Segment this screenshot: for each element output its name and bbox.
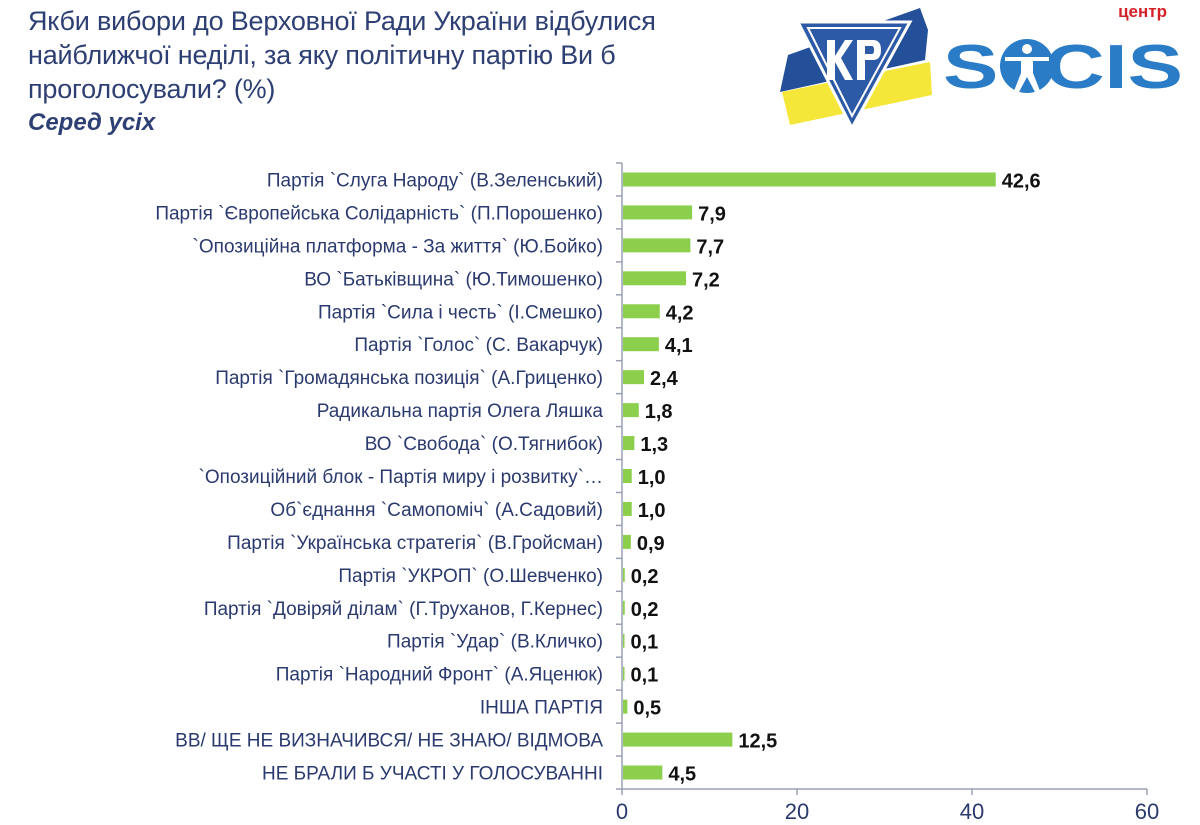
value-label: 2,4 [650,368,679,390]
category-label: Партія `Сила і честь` (І.Смешко) [318,302,603,323]
bar [623,469,632,483]
bar [623,436,635,451]
category-label: Об`єднання `Самопоміч` (А.Садовий) [270,500,603,521]
bar [623,370,644,385]
value-label: 4,5 [668,764,696,786]
bar [623,172,996,187]
value-label: 42,6 [1002,170,1041,192]
category-label: НЕ БРАЛИ Б УЧАСТІ У ГОЛОСУВАННІ [262,764,603,785]
x-tick-label: 40 [960,799,984,824]
svg-text:S CIS: S CIS [943,33,1183,102]
value-label: 7,2 [692,269,720,291]
value-label: 7,7 [696,236,724,258]
category-label: Партія `Українська стратегія` (В.Гройсма… [227,533,603,554]
value-label: 7,9 [698,203,726,225]
category-label: `Опозиційний блок - Партія миру і розвит… [199,467,603,488]
category-label: `Опозиційна платформа - За життя` (Ю.Бой… [193,236,603,257]
category-label: ВВ/ ЩЕ НЕ ВИЗНАЧИВСЯ/ НЕ ЗНАЮ/ ВІДМОВА [175,731,603,752]
value-label: 1,3 [640,434,668,456]
category-label: ВО `Батьківщина` (Ю.Тимошенко) [304,269,603,290]
bar [623,600,625,615]
category-label: Партія `Довіряй ділам` (Г.Труханов, Г.Ке… [204,599,603,620]
chart-title: Якби вибори до Верховної Ради України ві… [28,6,656,104]
category-label: Партія `Удар` (В.Кличко) [387,632,603,653]
bar [623,666,625,681]
value-label: 0,2 [631,566,659,588]
x-tick-label: 0 [616,799,628,824]
category-label: Партія `Європейська Солідарність` (П.Пор… [155,203,603,224]
category-label: Партія `Громадянська позиція` (А.Гриценк… [215,368,603,389]
value-label: 4,2 [666,302,694,324]
bar [623,205,693,220]
bar [623,337,659,352]
socis-logo: центр S CIS [943,2,1183,102]
chart-header: Якби вибори до Верховної Ради України ві… [28,4,776,138]
value-label: 0,1 [631,665,659,687]
bar [623,567,625,582]
bar [623,534,631,549]
value-label: 0,9 [637,533,665,555]
bar [623,501,632,516]
value-label: 0,1 [631,632,659,654]
x-tick-label: 60 [1135,799,1159,824]
bar [623,633,625,648]
category-label: Партія `Народний Фронт` (А.Яценюк) [276,665,603,686]
category-label: ІНША ПАРТІЯ [480,698,603,719]
value-label: 1,0 [638,500,666,522]
category-label: Партія `Голос` (С. Вакарчук) [354,335,603,356]
bar [623,403,639,418]
value-label: 1,8 [645,401,673,423]
bar [623,304,660,319]
category-label: Партія `Слуга Народу` (В.Зеленський) [267,170,603,191]
value-label: 4,1 [665,335,693,357]
value-label: 0,2 [631,599,659,621]
value-label: 0,5 [633,698,661,720]
value-label: 1,0 [638,467,666,489]
category-label: Радикальна партія Олега Ляшка [317,401,604,422]
bar [623,271,686,286]
bar [623,699,628,714]
bar [623,238,691,253]
category-label: ВО `Свобода` (О.Тягнибок) [365,434,603,455]
chart-subtitle: Серед усіх [28,109,156,136]
kmis-logo [780,8,932,132]
logos: центр S CIS [780,2,1183,132]
value-label: 12,5 [738,731,777,753]
x-tick-label: 20 [785,799,809,824]
bar [623,732,733,747]
bar [623,765,663,780]
category-label: Партія `УКРОП` (О.Шевченко) [338,566,603,587]
svg-text:центр: центр [1118,2,1167,21]
